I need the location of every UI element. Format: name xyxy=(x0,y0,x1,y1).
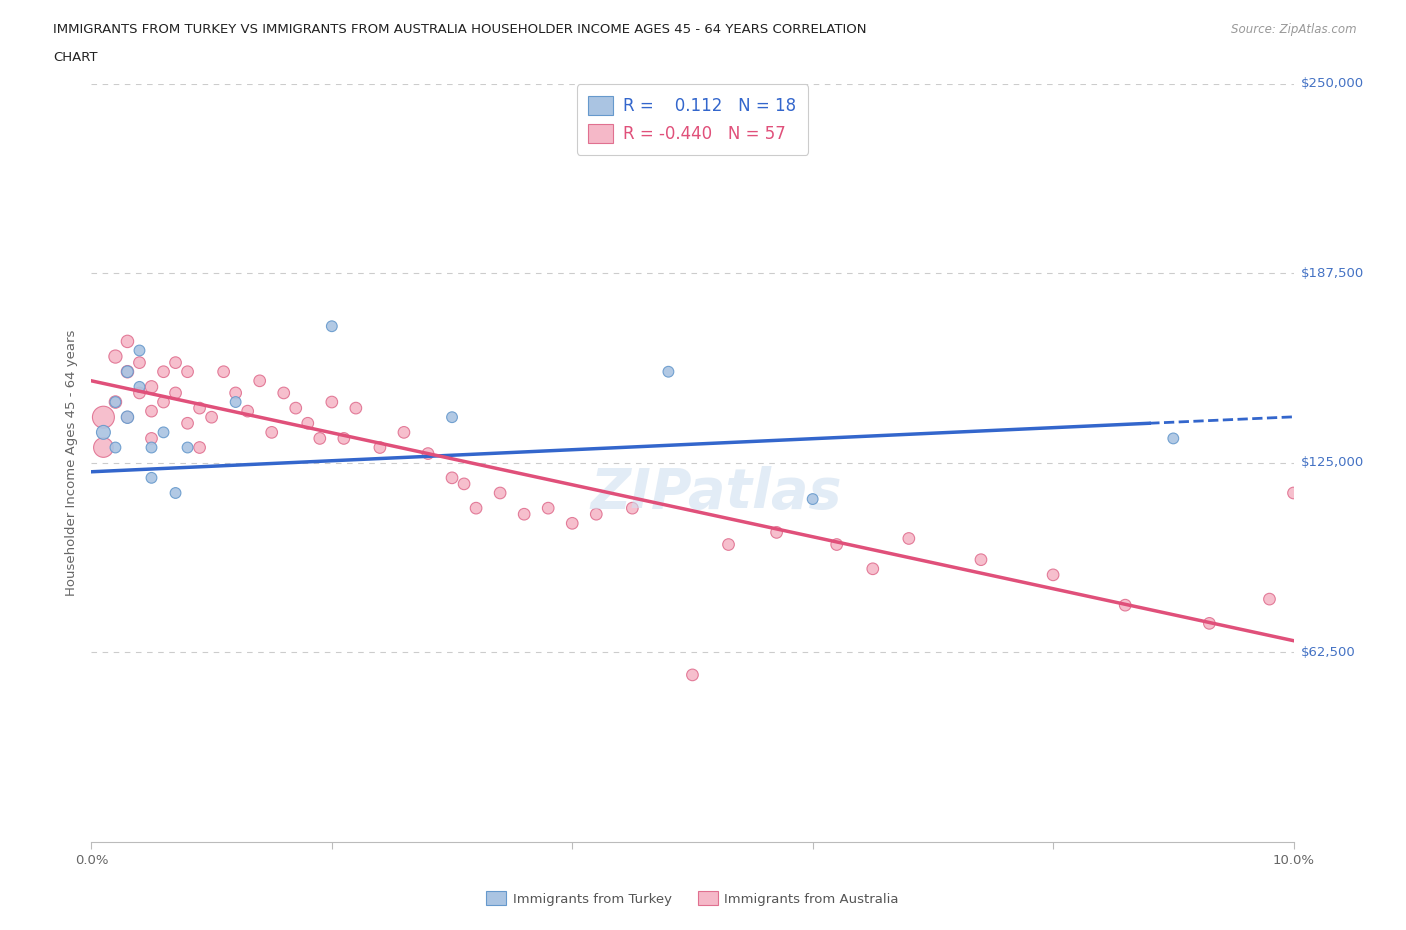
Point xyxy=(128,343,150,358)
Point xyxy=(104,394,127,409)
Point xyxy=(537,500,560,515)
Point xyxy=(117,334,139,349)
Point xyxy=(717,538,740,552)
Point xyxy=(141,431,163,445)
Point xyxy=(93,425,115,440)
Point xyxy=(93,440,115,455)
Point xyxy=(681,668,703,683)
Point xyxy=(561,516,583,531)
Point xyxy=(141,440,163,455)
Text: Source: ZipAtlas.com: Source: ZipAtlas.com xyxy=(1232,23,1357,36)
Point xyxy=(333,431,356,445)
Point xyxy=(141,379,163,394)
Point xyxy=(465,500,488,515)
Point xyxy=(249,373,271,388)
Point xyxy=(152,365,174,379)
Point xyxy=(188,440,211,455)
Point xyxy=(273,386,295,401)
Point xyxy=(1161,431,1184,445)
Point xyxy=(392,425,415,440)
Point xyxy=(188,401,211,416)
Point xyxy=(825,538,848,552)
Point xyxy=(165,485,187,500)
Point xyxy=(440,410,463,425)
Point xyxy=(1114,598,1136,613)
Text: IMMIGRANTS FROM TURKEY VS IMMIGRANTS FROM AUSTRALIA HOUSEHOLDER INCOME AGES 45 -: IMMIGRANTS FROM TURKEY VS IMMIGRANTS FRO… xyxy=(53,23,868,36)
Point xyxy=(1258,591,1281,606)
Point xyxy=(368,440,391,455)
Point xyxy=(657,365,679,379)
Point xyxy=(284,401,307,416)
Point xyxy=(621,500,644,515)
Point xyxy=(1042,567,1064,582)
Point xyxy=(104,349,127,364)
Point xyxy=(453,476,475,491)
Point xyxy=(897,531,920,546)
Point xyxy=(344,401,367,416)
Legend: Immigrants from Turkey, Immigrants from Australia: Immigrants from Turkey, Immigrants from … xyxy=(481,886,904,910)
Point xyxy=(236,404,259,418)
Point xyxy=(117,365,139,379)
Point xyxy=(152,394,174,409)
Point xyxy=(117,410,139,425)
Text: $125,000: $125,000 xyxy=(1301,457,1364,469)
Point xyxy=(128,386,150,401)
Point xyxy=(225,394,247,409)
Point xyxy=(297,416,319,431)
Point xyxy=(104,394,127,409)
Point xyxy=(128,355,150,370)
Point xyxy=(117,365,139,379)
Point xyxy=(104,440,127,455)
Point xyxy=(970,552,993,567)
Point xyxy=(1198,616,1220,631)
Text: $250,000: $250,000 xyxy=(1301,77,1364,90)
Text: CHART: CHART xyxy=(53,51,98,64)
Point xyxy=(165,355,187,370)
Point xyxy=(765,525,787,539)
Point xyxy=(201,410,224,425)
Point xyxy=(321,394,343,409)
Point xyxy=(93,410,115,425)
Point xyxy=(260,425,283,440)
Point xyxy=(862,562,884,577)
Text: ZIPatlas: ZIPatlas xyxy=(591,466,842,520)
Point xyxy=(176,440,198,455)
Text: $62,500: $62,500 xyxy=(1301,645,1355,658)
Point xyxy=(585,507,607,522)
Point xyxy=(1282,485,1305,500)
Point xyxy=(489,485,512,500)
Point xyxy=(128,379,150,394)
Point xyxy=(440,471,463,485)
Point xyxy=(513,507,536,522)
Y-axis label: Householder Income Ages 45 - 64 years: Householder Income Ages 45 - 64 years xyxy=(65,329,77,596)
Point xyxy=(308,431,330,445)
Point xyxy=(321,319,343,334)
Text: $187,500: $187,500 xyxy=(1301,267,1364,280)
Point xyxy=(801,492,824,507)
Point xyxy=(212,365,235,379)
Point xyxy=(141,471,163,485)
Point xyxy=(117,410,139,425)
Point xyxy=(152,425,174,440)
Point xyxy=(141,404,163,418)
Point xyxy=(176,416,198,431)
Point xyxy=(165,386,187,401)
Point xyxy=(225,386,247,401)
Point xyxy=(416,446,439,461)
Point xyxy=(176,365,198,379)
